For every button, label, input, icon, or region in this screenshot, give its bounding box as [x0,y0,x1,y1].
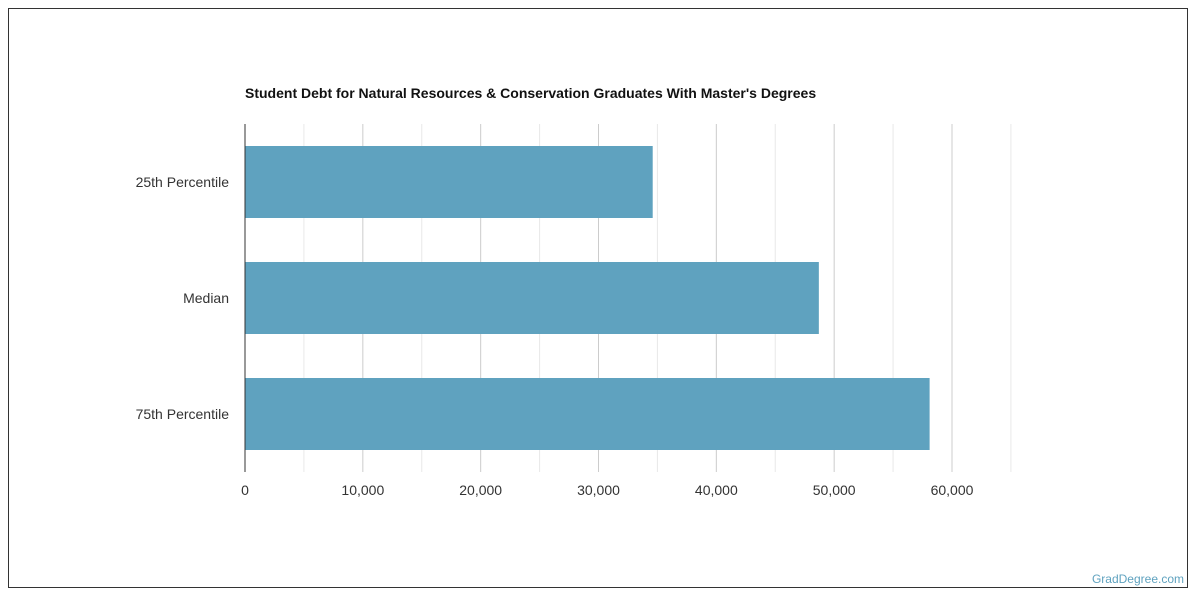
chart-title: Student Debt for Natural Resources & Con… [245,85,817,101]
bar-75th-percentile[interactable] [245,378,930,450]
category-label: Median [183,290,229,306]
x-tick-label: 30,000 [577,482,620,498]
watermark-link[interactable]: GradDegree.com [1091,572,1184,586]
x-tick-label: 10,000 [341,482,384,498]
category-labels: 25th Percentile Median 75th Percentile [136,174,230,422]
x-tick-label: 60,000 [931,482,974,498]
category-label: 25th Percentile [136,174,230,190]
x-tick-label: 40,000 [695,482,738,498]
bars [245,146,930,450]
category-label: 75th Percentile [136,406,230,422]
bar-median[interactable] [245,262,819,334]
x-tick-label: 20,000 [459,482,502,498]
x-tick-label: 50,000 [813,482,856,498]
bar-25th-percentile[interactable] [245,146,653,218]
x-tick-label: 0 [241,482,249,498]
x-tick-labels: 0 10,000 20,000 30,000 40,000 50,000 60,000 [241,482,974,498]
